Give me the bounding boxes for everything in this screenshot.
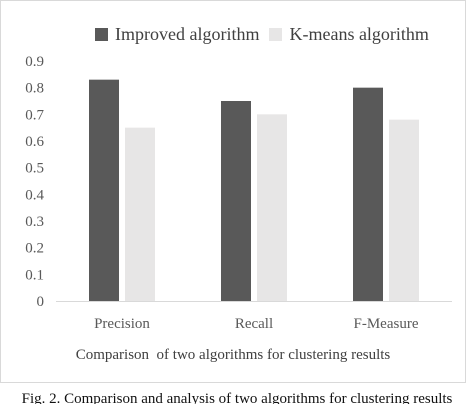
y-tick-label: 0.9: [25, 54, 44, 70]
y-tick-label: 0.6: [25, 134, 44, 150]
y-tick-label: 0.8: [25, 81, 44, 97]
legend-item-improved: Improved algorithm: [95, 24, 259, 45]
bar-improved: [221, 101, 251, 301]
bar-kmeans: [389, 119, 419, 302]
bar-improved: [89, 79, 119, 302]
bar-kmeans: [257, 114, 287, 301]
y-tick-label: 0.3: [25, 214, 44, 230]
legend-swatch-kmeans: [269, 28, 283, 41]
legend-label-kmeans: K-means algorithm: [289, 24, 429, 44]
bar-improved: [353, 87, 383, 302]
x-axis-title: Comparison of two algorithms for cluster…: [75, 347, 391, 363]
x-tick-label: F-Measure: [354, 316, 419, 332]
y-tick-label: 0.5: [25, 161, 44, 177]
x-tick-label: Recall: [235, 316, 273, 332]
legend-label-improved: Improved algorithm: [115, 24, 260, 44]
bar-kmeans: [125, 127, 155, 302]
y-tick-label: 0.1: [25, 267, 44, 283]
x-tick-label: Precision: [94, 316, 150, 332]
y-tick-label: 0: [37, 294, 45, 310]
legend: Improved algorithm K-means algorithm: [95, 24, 439, 45]
y-tick-label: 0.2: [25, 241, 44, 257]
legend-swatch-improved: [95, 28, 108, 41]
y-tick-label: 0.7: [25, 107, 44, 123]
figure-caption: Fig. 2. Comparison and analysis of two a…: [21, 391, 453, 404]
legend-item-kmeans: K-means algorithm: [269, 24, 429, 45]
y-tick-label: 0.4: [25, 187, 44, 203]
